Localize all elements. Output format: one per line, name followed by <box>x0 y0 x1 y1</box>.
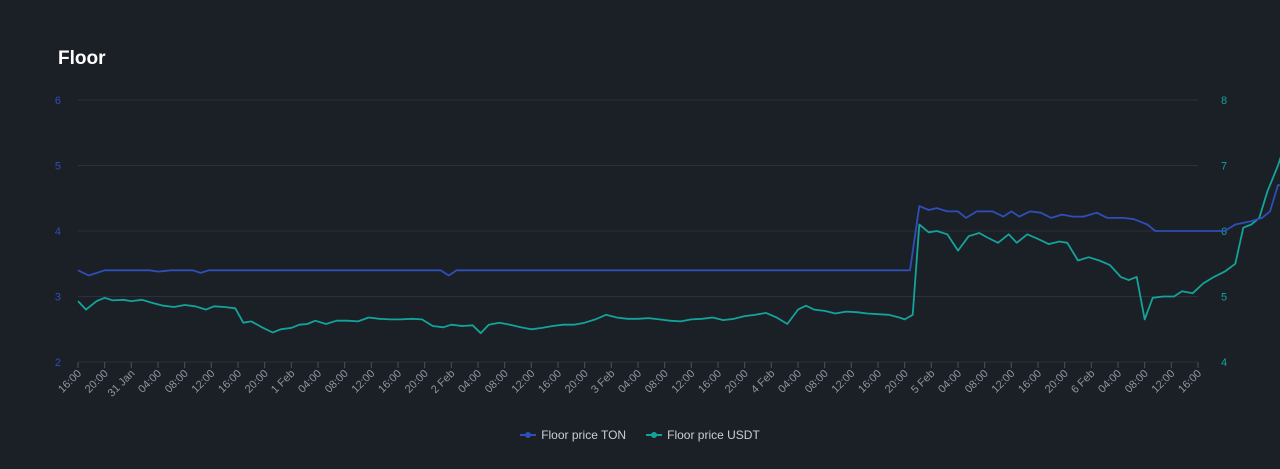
x-tick-label: 20:00 <box>883 368 911 396</box>
x-tick-label: 31 Jan <box>106 368 138 400</box>
x-tick-label: 20:00 <box>563 368 591 396</box>
x-tick-label: 12:00 <box>1150 368 1178 396</box>
x-tick-label: 08:00 <box>483 368 511 396</box>
x-tick-label: 16:00 <box>1016 368 1044 396</box>
x-tick-label: 04:00 <box>136 368 164 396</box>
y-right-tick-label: 4 <box>1221 357 1227 369</box>
x-tick-label: 12:00 <box>350 368 378 396</box>
y-right-tick-label: 5 <box>1221 292 1227 304</box>
legend-item-ton[interactable]: Floor price TON <box>520 428 626 442</box>
series-line-ton <box>77 184 1280 277</box>
y-right-tick-label: 6 <box>1221 226 1227 238</box>
x-tick-label: 04:00 <box>1096 368 1124 396</box>
x-tick-label: 04:00 <box>776 368 804 396</box>
x-tick-label: 2 Feb <box>429 368 457 396</box>
x-tick-label: 16:00 <box>696 368 724 396</box>
legend-label-ton: Floor price TON <box>541 428 627 442</box>
x-tick-label: 12:00 <box>190 368 218 396</box>
y-left-tick-label: 6 <box>55 95 61 107</box>
y-left-tick-label: 4 <box>55 226 61 238</box>
x-tick-label: 12:00 <box>830 368 858 396</box>
chart-legend: Floor price TON Floor price USDT <box>0 428 1280 442</box>
x-tick-label: 16:00 <box>856 368 884 396</box>
x-tick-label: 04:00 <box>616 368 644 396</box>
x-tick-label: 12:00 <box>510 368 538 396</box>
x-tick-label: 08:00 <box>803 368 831 396</box>
y-right-tick-label: 7 <box>1221 161 1227 173</box>
x-tick-label: 3 Feb <box>589 368 617 396</box>
x-tick-label: 20:00 <box>1043 368 1071 396</box>
y-left-tick-label: 2 <box>55 357 61 369</box>
x-tick-label: 08:00 <box>963 368 991 396</box>
x-tick-label: 5 Feb <box>909 368 937 396</box>
x-tick-label: 12:00 <box>990 368 1018 396</box>
chart-title: Floor <box>58 48 106 69</box>
x-tick-label: 04:00 <box>296 368 324 396</box>
x-tick-label: 08:00 <box>323 368 351 396</box>
x-tick-label: 20:00 <box>403 368 431 396</box>
x-tick-label: 08:00 <box>643 368 671 396</box>
x-tick-label: 04:00 <box>456 368 484 396</box>
x-tick-label: 16:00 <box>216 368 244 396</box>
series-line-usdt <box>77 156 1280 335</box>
x-tick-label: 04:00 <box>936 368 964 396</box>
legend-marker-ton <box>520 429 537 441</box>
x-tick-label: 12:00 <box>670 368 698 396</box>
y-left-tick-label: 5 <box>55 161 61 173</box>
x-tick-label: 1 Feb <box>269 368 297 396</box>
legend-label-usdt: Floor price USDT <box>667 428 760 442</box>
legend-item-usdt[interactable]: Floor price USDT <box>646 428 760 442</box>
y-left-tick-label: 3 <box>55 292 61 304</box>
x-tick-label: 4 Feb <box>749 368 777 396</box>
x-tick-label: 16:00 <box>536 368 564 396</box>
x-tick-label: 08:00 <box>1123 368 1151 396</box>
x-tick-label: 20:00 <box>723 368 751 396</box>
legend-marker-usdt <box>646 429 663 441</box>
x-tick-label: 16:00 <box>376 368 404 396</box>
x-tick-label: 08:00 <box>163 368 191 396</box>
y-right-tick-label: 8 <box>1221 95 1227 107</box>
x-tick-label: 6 Feb <box>1069 368 1097 396</box>
x-tick-label: 16:00 <box>1176 368 1204 396</box>
x-tick-label: 20:00 <box>243 368 271 396</box>
x-tick-label: 16:00 <box>56 368 84 396</box>
